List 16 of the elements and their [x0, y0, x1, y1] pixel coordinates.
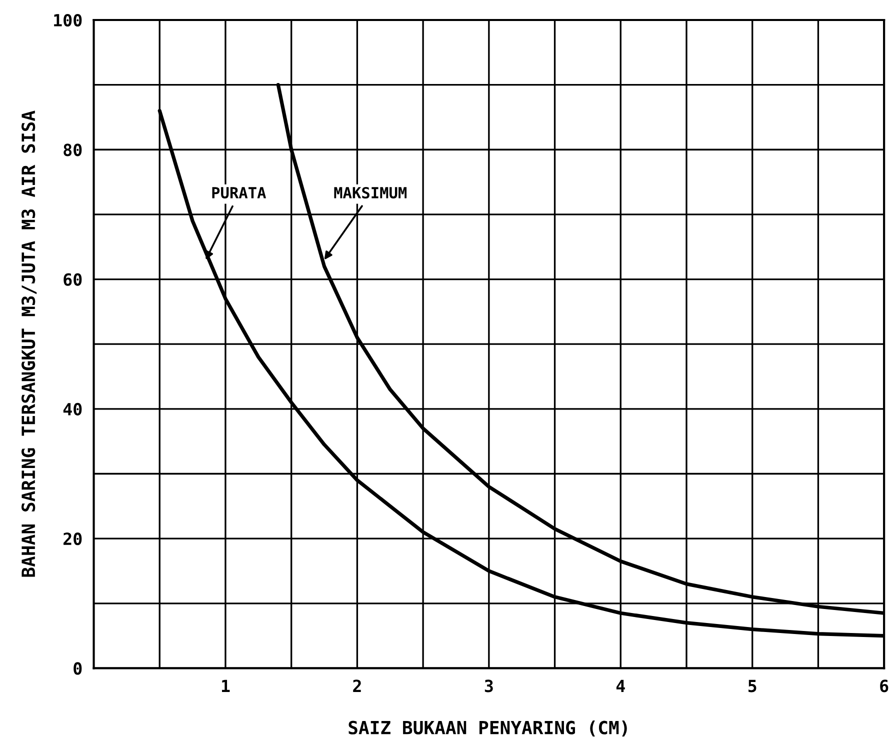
x-tick-label: 2 — [353, 680, 361, 692]
y-tick-label: 40 — [63, 402, 82, 416]
y-axis-title: BAHAN SARING TERSANGKUT M3/JUTA M3 AIR SISA — [22, 110, 37, 577]
x-tick-label: 5 — [748, 680, 756, 692]
x-tick-label: 3 — [484, 680, 493, 692]
x-axis-title: SAIZ BUKAAN PENYARING (CM) — [348, 720, 627, 737]
y-tick-label: 20 — [64, 532, 82, 546]
x-tick-label: 1 — [222, 680, 230, 692]
y-tick-label: 80 — [64, 144, 82, 156]
y-tick-label: 60 — [64, 273, 82, 286]
y-tick-label: 0 — [74, 662, 82, 675]
annotation: MAKSIMUM — [334, 186, 407, 199]
x-tick-label: 6 — [880, 680, 888, 692]
annotation: PURATA — [212, 187, 266, 199]
x-tick-label: 4 — [616, 680, 625, 692]
y-tick-label: 100 — [54, 14, 82, 27]
